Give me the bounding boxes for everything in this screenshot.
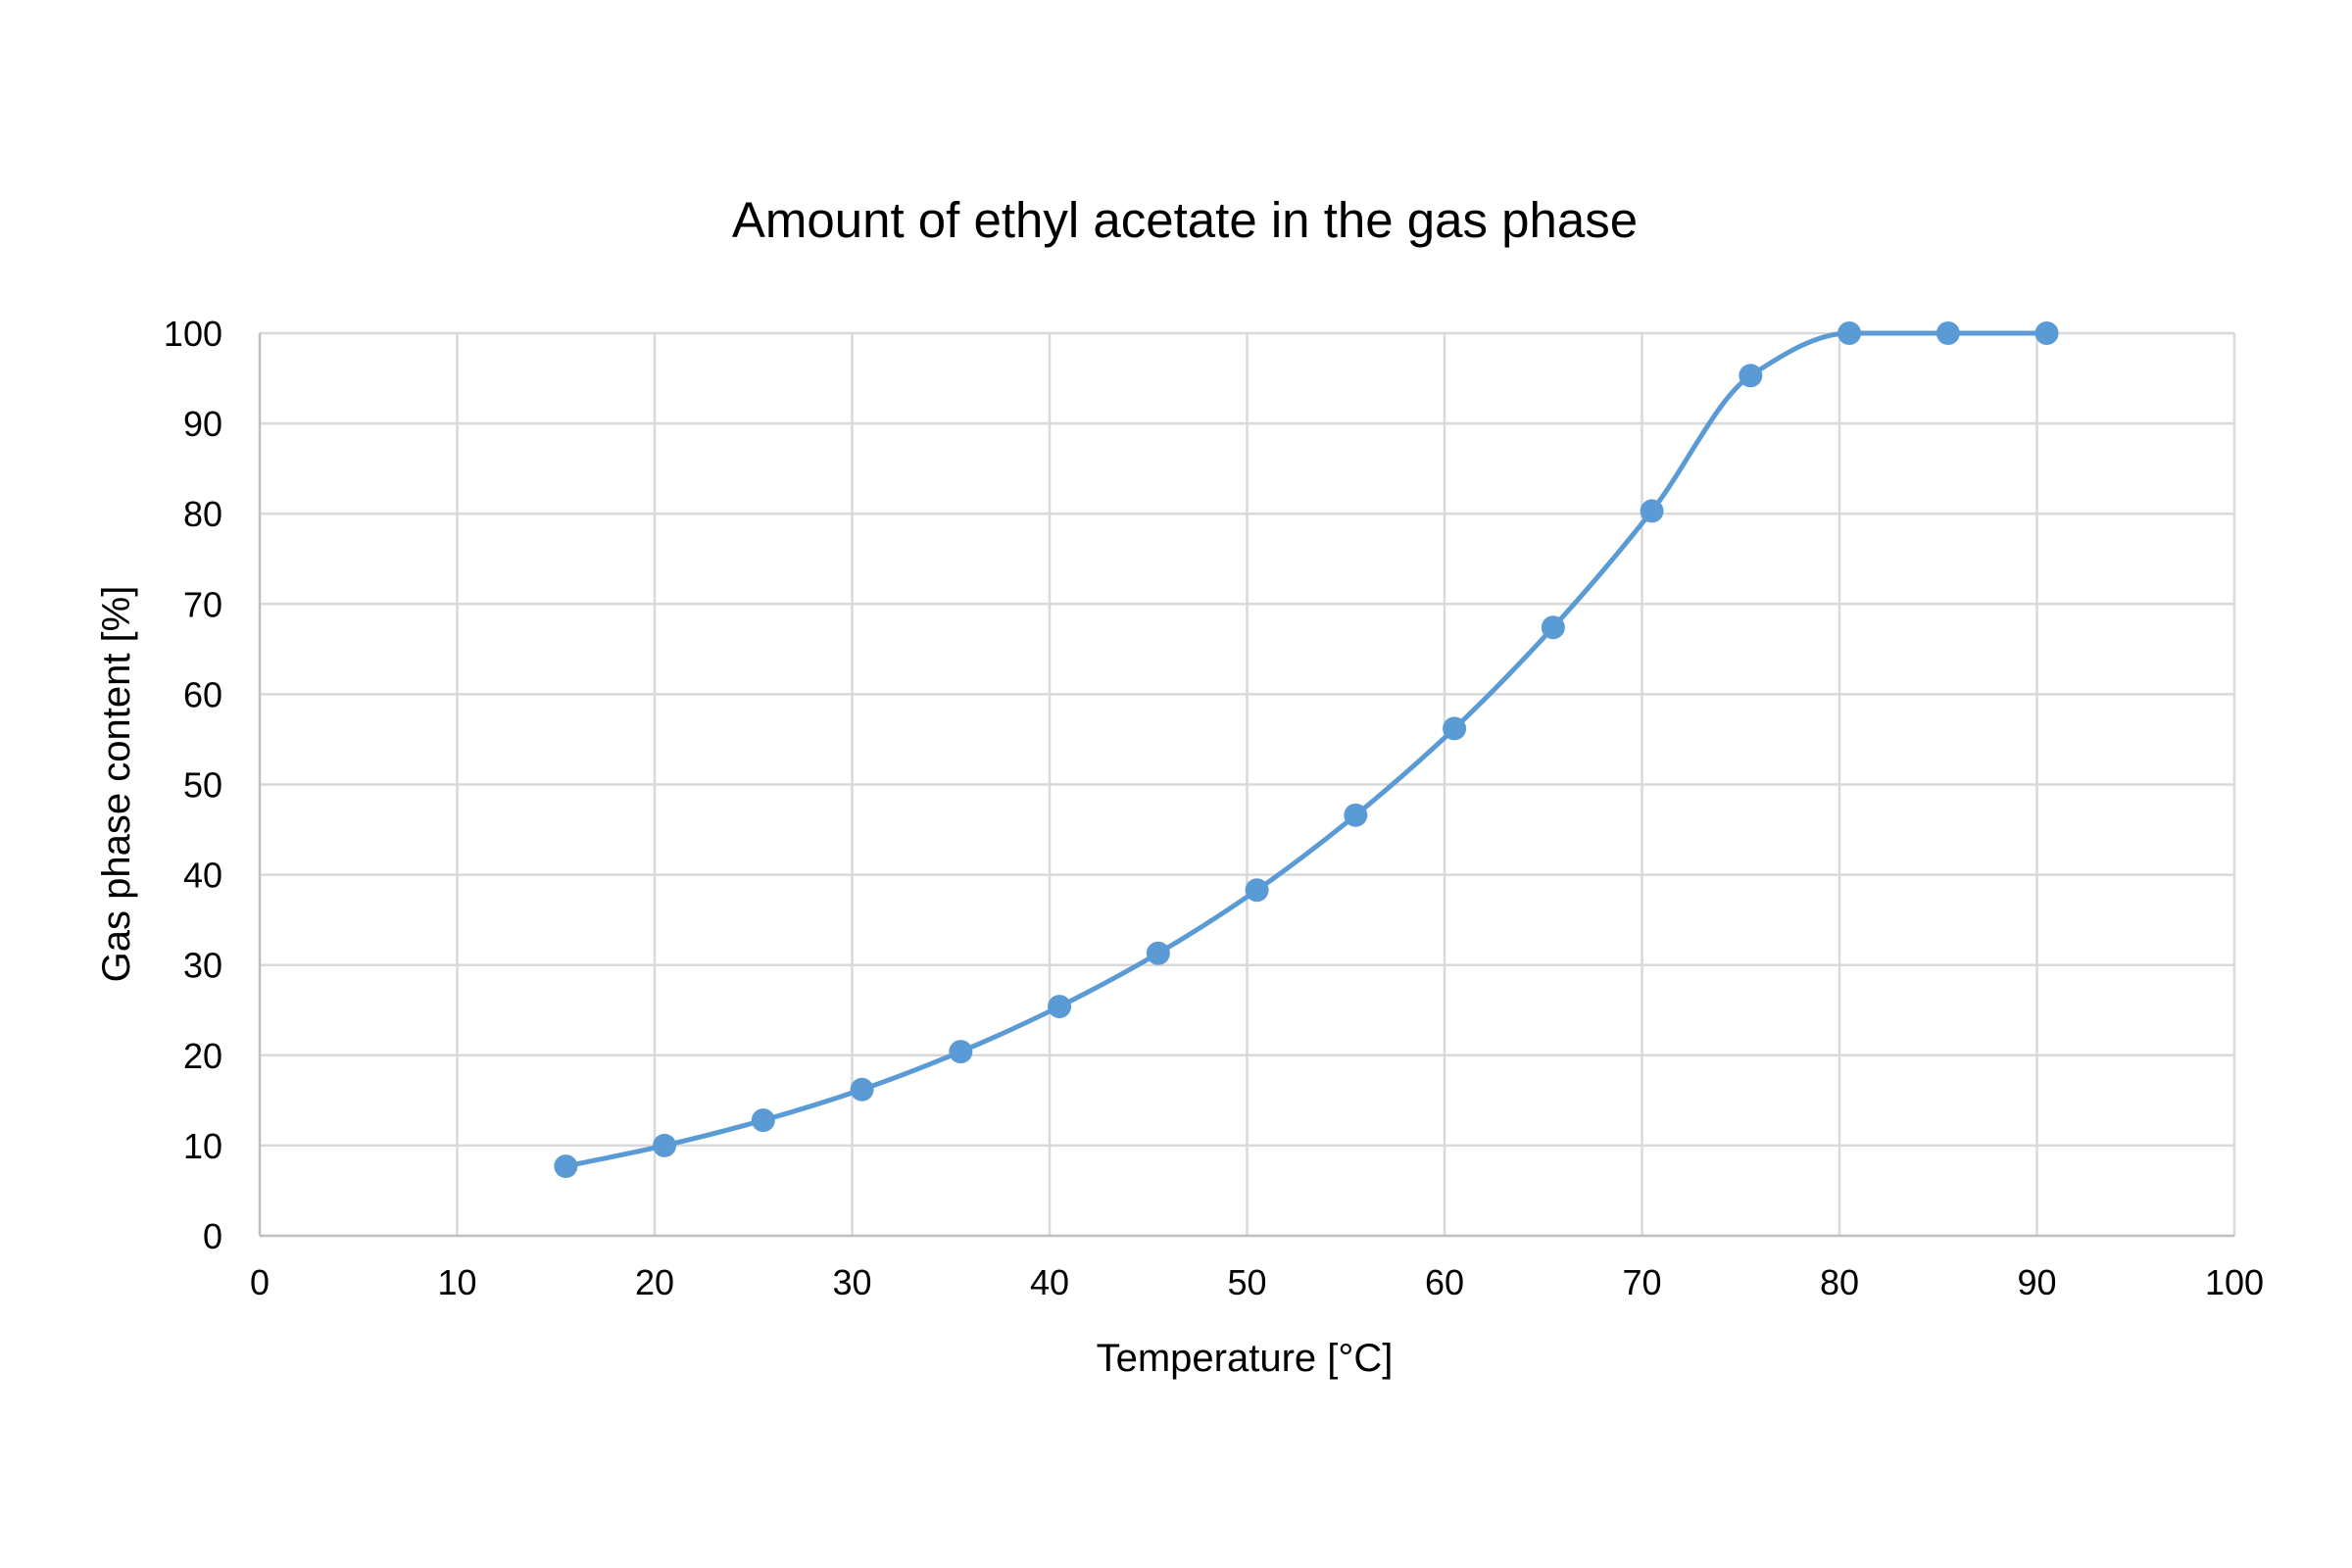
data-point	[1048, 995, 1072, 1019]
data-point	[554, 1154, 578, 1179]
data-point	[653, 1133, 677, 1157]
y-tick-label: 40	[183, 856, 222, 896]
axes	[258, 333, 2234, 1238]
y-tick-label: 0	[203, 1216, 222, 1256]
data-markers	[554, 321, 2059, 1179]
y-tick-label: 50	[183, 765, 222, 806]
x-tick-label: 70	[1622, 1262, 1661, 1302]
data-point	[2034, 321, 2059, 345]
y-tick-label: 20	[183, 1036, 222, 1076]
data-point	[1245, 878, 1269, 903]
data-point	[1344, 803, 1368, 827]
data-point	[1640, 499, 1664, 523]
y-axis-title: Gas phase content [%]	[95, 586, 138, 983]
series-line	[563, 330, 2050, 1169]
grid	[260, 331, 2236, 1236]
y-tick-label: 70	[183, 584, 222, 624]
chart-title: Amount of ethyl acetate in the gas phase	[732, 192, 1638, 248]
tick-labels: 0 10 20 30 40 50 60 70 80 90 100 0 10 20 30 40 50 60 70 80 9…	[164, 314, 2264, 1302]
data-point	[949, 1040, 973, 1064]
data-point	[850, 1077, 874, 1102]
y-tick-label: 100	[164, 314, 222, 354]
data-point	[1739, 364, 1763, 388]
data-point	[1541, 615, 1565, 640]
y-tick-label: 10	[183, 1126, 222, 1166]
data-point	[1838, 321, 1862, 345]
x-tick-label: 30	[832, 1262, 871, 1302]
data-point	[751, 1108, 775, 1133]
y-tick-label: 90	[183, 404, 222, 444]
x-tick-label: 0	[250, 1262, 270, 1302]
data-point	[1443, 716, 1467, 741]
x-tick-label: 50	[1227, 1262, 1266, 1302]
series	[563, 330, 2050, 1169]
x-tick-label: 60	[1425, 1262, 1464, 1302]
x-tick-label: 40	[1030, 1262, 1069, 1302]
y-tick-label: 80	[183, 494, 222, 534]
x-tick-label: 20	[635, 1262, 674, 1302]
y-tick-label: 60	[183, 674, 222, 714]
data-point	[1936, 321, 1960, 345]
y-tick-label: 30	[183, 946, 222, 986]
x-tick-label: 100	[2205, 1262, 2264, 1302]
x-axis-title: Temperature [°C]	[1097, 1337, 1394, 1380]
x-tick-label: 90	[2017, 1262, 2056, 1302]
x-tick-label: 80	[1820, 1262, 1859, 1302]
x-tick-label: 10	[437, 1262, 476, 1302]
data-point	[1146, 941, 1170, 965]
